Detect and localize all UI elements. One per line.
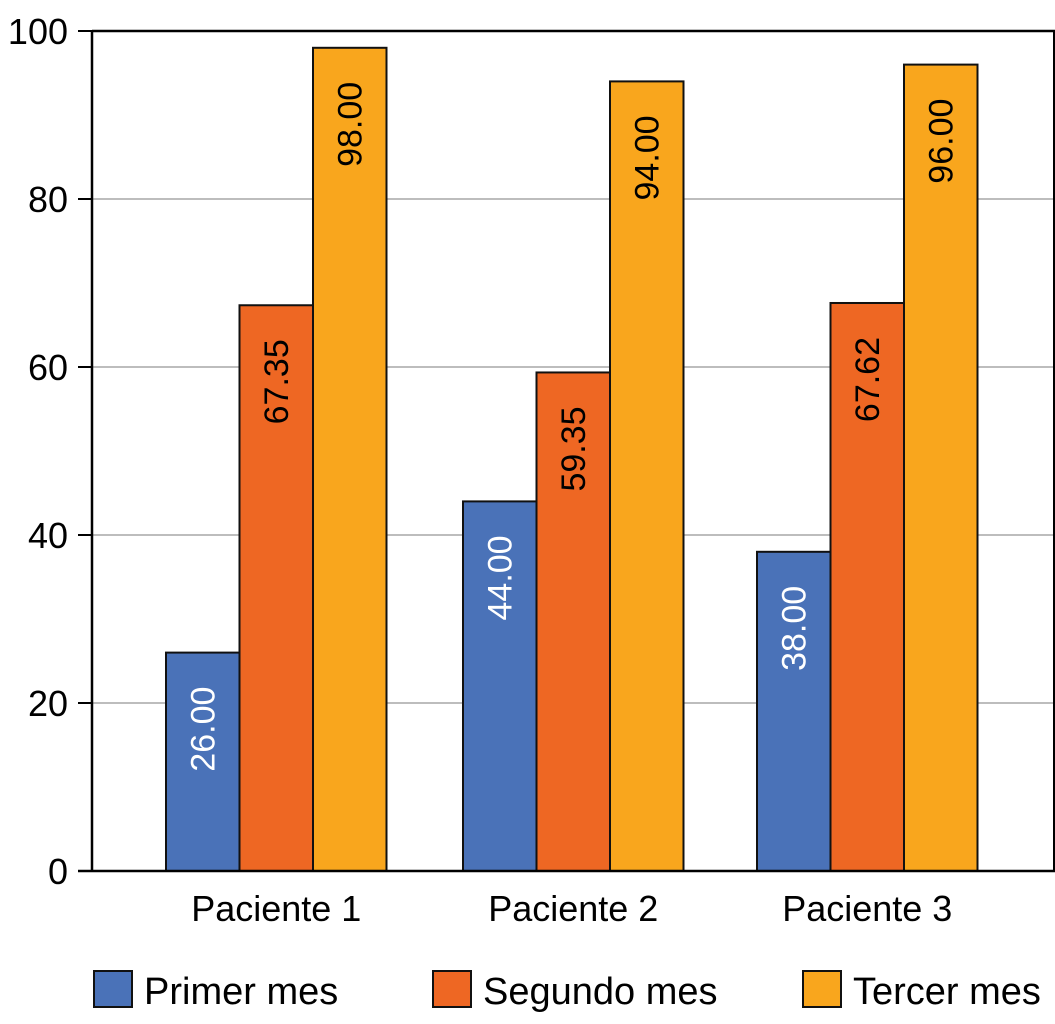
legend-swatch: [432, 970, 472, 1008]
x-category-label: Paciente 1: [191, 888, 361, 929]
y-tick-label: 60: [28, 347, 68, 388]
bar-value-label: 94.00: [629, 115, 667, 200]
bar: [462, 500, 538, 872]
y-tick-label: 20: [28, 683, 68, 724]
bar-value-label: 96.00: [923, 99, 961, 184]
bar: [903, 63, 979, 873]
bar: [609, 80, 685, 872]
legend-label: Primer mes: [144, 971, 338, 1013]
x-category-label: Paciente 3: [782, 888, 952, 929]
y-tick-label: 80: [28, 179, 68, 220]
legend: Primer mes Segundo mes Tercer mes: [93, 970, 1041, 1013]
bar: [312, 46, 388, 873]
bar-value-label: 38.00: [776, 586, 814, 671]
bar-value-label: 59.35: [555, 406, 593, 491]
y-tick-label: 40: [28, 515, 68, 556]
x-axis-categories: Paciente 1 Paciente 2 Paciente 3: [191, 888, 952, 929]
x-category-label: Paciente 2: [488, 888, 658, 929]
axes: [78, 29, 1055, 873]
bar: [756, 550, 832, 872]
y-axis-ticks: 0 20 40 60 80 100: [8, 11, 92, 892]
bar-value-label: 44.00: [482, 535, 520, 620]
bar: [535, 371, 611, 872]
bar-value-label: 67.35: [258, 339, 296, 424]
bar-value-label: 98.00: [332, 82, 370, 167]
bar: [165, 651, 241, 872]
legend-swatch: [93, 970, 133, 1008]
bar-value-label: 67.62: [849, 337, 887, 422]
bar-value-label: 26.00: [185, 687, 223, 772]
legend-label: Segundo mes: [483, 971, 718, 1013]
legend-label: Tercer mes: [853, 971, 1041, 1013]
legend-swatch: [802, 970, 842, 1008]
bars: 26.00 67.35 98.00 44.00 59.35 94.00 38.00 67.62…: [165, 46, 979, 873]
y-tick-label: 100: [8, 11, 68, 52]
y-tick-label: 0: [48, 851, 68, 892]
